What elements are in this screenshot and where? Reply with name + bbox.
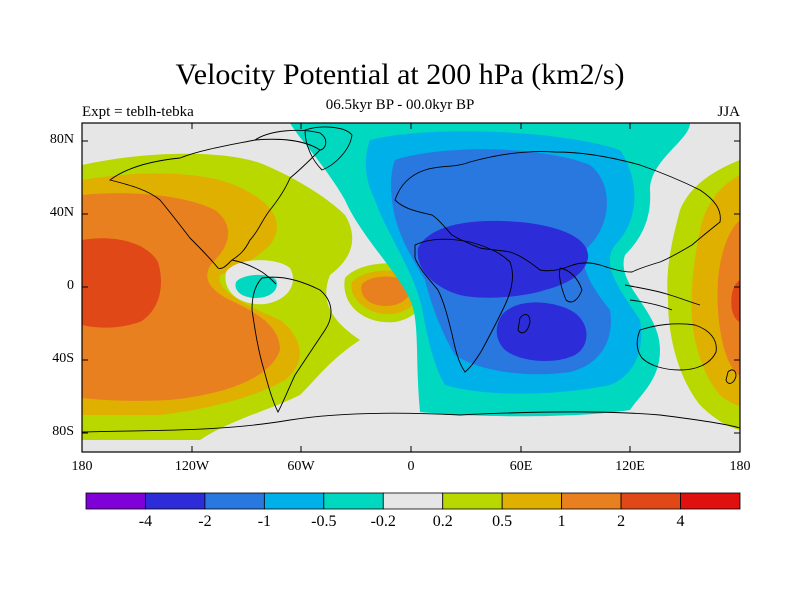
colorbar — [85, 492, 741, 510]
colorbar-swatch — [263, 492, 325, 510]
colorbar-label: -4 — [138, 513, 153, 530]
colorbar-swatch — [145, 492, 206, 510]
colorbar-label: 0.5 — [492, 513, 513, 530]
colorbar-label: -0.5 — [311, 513, 337, 530]
x-tick-label: 0 — [407, 459, 415, 474]
colorbar-swatch — [204, 492, 265, 510]
west-pacific-positive-max — [731, 280, 740, 322]
west-pacific-positive-strong — [717, 220, 740, 376]
colorbar-swatch — [85, 492, 146, 510]
map-plot-area — [82, 123, 740, 452]
pacific-positive-max — [82, 238, 161, 328]
x-tick-label: 60W — [287, 459, 315, 474]
season-label: JJA — [717, 104, 740, 120]
eastern-negative-core-south — [496, 302, 587, 362]
plot-subtitle: 06.5kyr BP - 00.0kyr BP — [325, 97, 475, 113]
x-tick-label: 60E — [509, 459, 533, 474]
colorbar-label: 0.2 — [432, 513, 453, 530]
y-tick-label: 0 — [67, 278, 74, 293]
colorbar-label: 1 — [557, 513, 566, 530]
y-tick-label: 80S — [52, 424, 74, 439]
plot-title: Velocity Potential at 200 hPa (km2/s) — [175, 58, 625, 91]
colorbar-label: -0.2 — [370, 513, 396, 530]
colorbar-label: -1 — [257, 513, 272, 530]
atlantic-positive-core — [361, 276, 411, 306]
colorbar-label: 4 — [676, 513, 685, 530]
x-tick-label: 180 — [71, 459, 93, 474]
coastlines — [82, 126, 740, 433]
colorbar-swatch — [382, 492, 444, 510]
colorbar-swatch — [323, 492, 384, 510]
colorbar-swatch — [620, 492, 681, 510]
y-tick-label: 80N — [49, 132, 74, 147]
tick-marks — [81, 123, 741, 452]
y-tick-label: 40S — [52, 351, 74, 366]
colorbar-swatch — [561, 492, 622, 510]
colorbar-swatch — [442, 492, 503, 510]
colorbar-swatch — [680, 492, 741, 510]
colorbar-swatch — [501, 492, 563, 510]
colorbar-label: -2 — [198, 513, 212, 530]
x-tick-label: 180 — [729, 459, 751, 474]
colorbar-label: 2 — [617, 513, 626, 530]
x-tick-label: 120W — [174, 459, 210, 474]
experiment-label: Expt = teblh-tebka — [82, 104, 194, 120]
y-tick-label: 40N — [49, 205, 74, 220]
x-tick-label: 120E — [615, 459, 645, 474]
